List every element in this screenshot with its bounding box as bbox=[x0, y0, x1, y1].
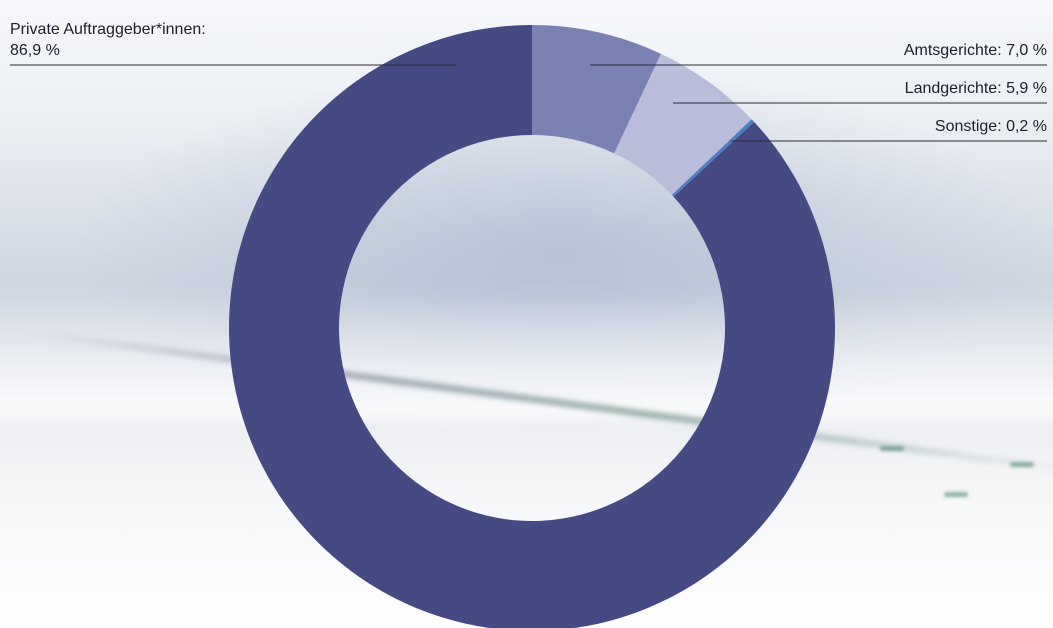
donut-slices bbox=[229, 25, 835, 628]
slice-labels: Amtsgerichte: 7,0 % Landgerichte: 5,9 % … bbox=[10, 21, 1047, 135]
label-private-auftraggeber: Private Auftraggeber*innen: bbox=[10, 21, 206, 38]
leader-lines bbox=[10, 64, 1047, 142]
slice-private-auftraggeber bbox=[229, 25, 835, 628]
slice-landgerichte bbox=[614, 53, 752, 196]
label-amtsgerichte: Amtsgerichte: 7,0 % bbox=[904, 42, 1047, 59]
background-speck bbox=[944, 492, 968, 497]
background-speck bbox=[1010, 462, 1034, 467]
label-private-auftraggeber-value: 86,9 % bbox=[10, 42, 60, 59]
slice-amtsgerichte bbox=[532, 25, 662, 154]
slice-sonstige bbox=[671, 119, 755, 197]
label-landgerichte: Landgerichte: 5,9 % bbox=[905, 80, 1047, 97]
label-sonstige: Sonstige: 0,2 % bbox=[935, 118, 1047, 135]
background-speck bbox=[880, 446, 904, 451]
